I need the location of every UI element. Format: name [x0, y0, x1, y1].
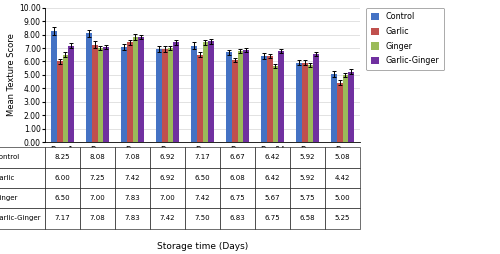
Legend: Control, Garlic, Ginger, Garlic-Ginger: Control, Garlic, Ginger, Garlic-Ginger	[366, 8, 444, 70]
Bar	[208, 41, 214, 142]
Text: Storage time (Days): Storage time (Days)	[157, 243, 248, 251]
Bar	[126, 42, 132, 142]
Bar	[272, 66, 278, 142]
Bar	[132, 37, 138, 142]
Bar	[92, 45, 98, 142]
Bar	[308, 65, 314, 142]
Bar	[68, 46, 74, 142]
Bar	[260, 56, 266, 142]
Bar	[266, 56, 272, 142]
Bar	[232, 60, 237, 142]
Bar	[244, 50, 250, 142]
Bar	[314, 54, 320, 142]
Bar	[138, 37, 144, 142]
Bar	[302, 62, 308, 142]
Bar	[120, 47, 126, 142]
Bar	[86, 34, 91, 142]
Bar	[62, 55, 68, 142]
Bar	[196, 55, 202, 142]
Bar	[98, 48, 103, 142]
Bar	[50, 31, 56, 142]
Bar	[330, 74, 336, 142]
Bar	[156, 49, 162, 142]
Bar	[174, 42, 180, 142]
Bar	[202, 42, 208, 142]
Bar	[162, 49, 168, 142]
Bar	[342, 75, 348, 142]
Bar	[296, 62, 302, 142]
Bar	[336, 83, 342, 142]
Bar	[238, 51, 244, 142]
Bar	[104, 47, 110, 142]
Bar	[278, 51, 284, 142]
Bar	[56, 61, 62, 142]
Bar	[190, 46, 196, 142]
Bar	[348, 72, 354, 142]
Bar	[168, 48, 173, 142]
Y-axis label: Mean Texture Score: Mean Texture Score	[8, 34, 16, 116]
Bar	[226, 52, 232, 142]
